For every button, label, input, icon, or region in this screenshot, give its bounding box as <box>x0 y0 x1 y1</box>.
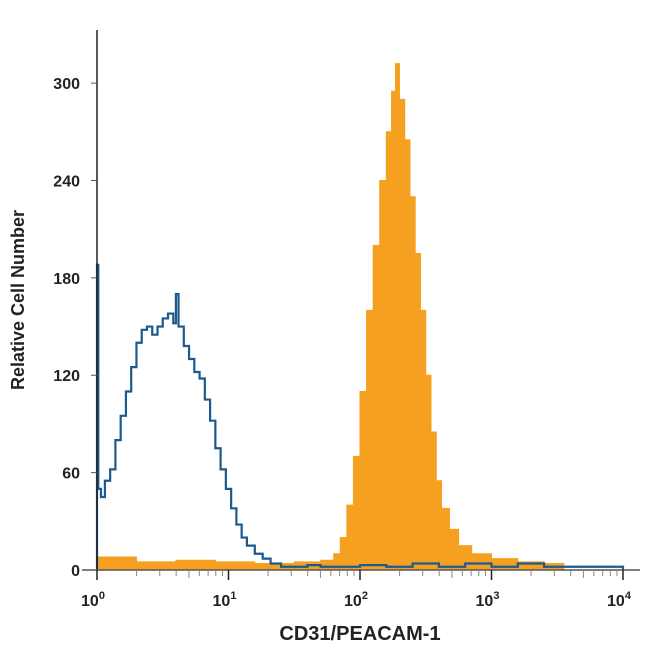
x-tick-label: 102 <box>344 590 368 610</box>
x-tick-label: 100 <box>81 590 105 610</box>
axes: 0 60 120 180 240 300 100 101 102 103 104 <box>53 30 640 610</box>
y-tick-label: 300 <box>53 76 80 93</box>
plot-area <box>95 63 625 571</box>
y-axis-label: Relative Cell Number <box>8 210 28 390</box>
series-filled-histogram <box>96 63 567 571</box>
y-tick-label: 180 <box>53 271 80 288</box>
series-outline-histogram <box>95 263 625 570</box>
y-tick-label: 240 <box>53 173 80 190</box>
y-tick-label: 60 <box>62 466 80 483</box>
x-tick-label: 101 <box>213 590 237 610</box>
y-tick-label: 120 <box>53 368 80 385</box>
x-axis-label: CD31/PEACAM-1 <box>279 623 440 645</box>
x-tick-label: 104 <box>607 590 632 610</box>
y-tick-label: 0 <box>71 563 80 580</box>
x-tick-label: 103 <box>476 590 500 610</box>
